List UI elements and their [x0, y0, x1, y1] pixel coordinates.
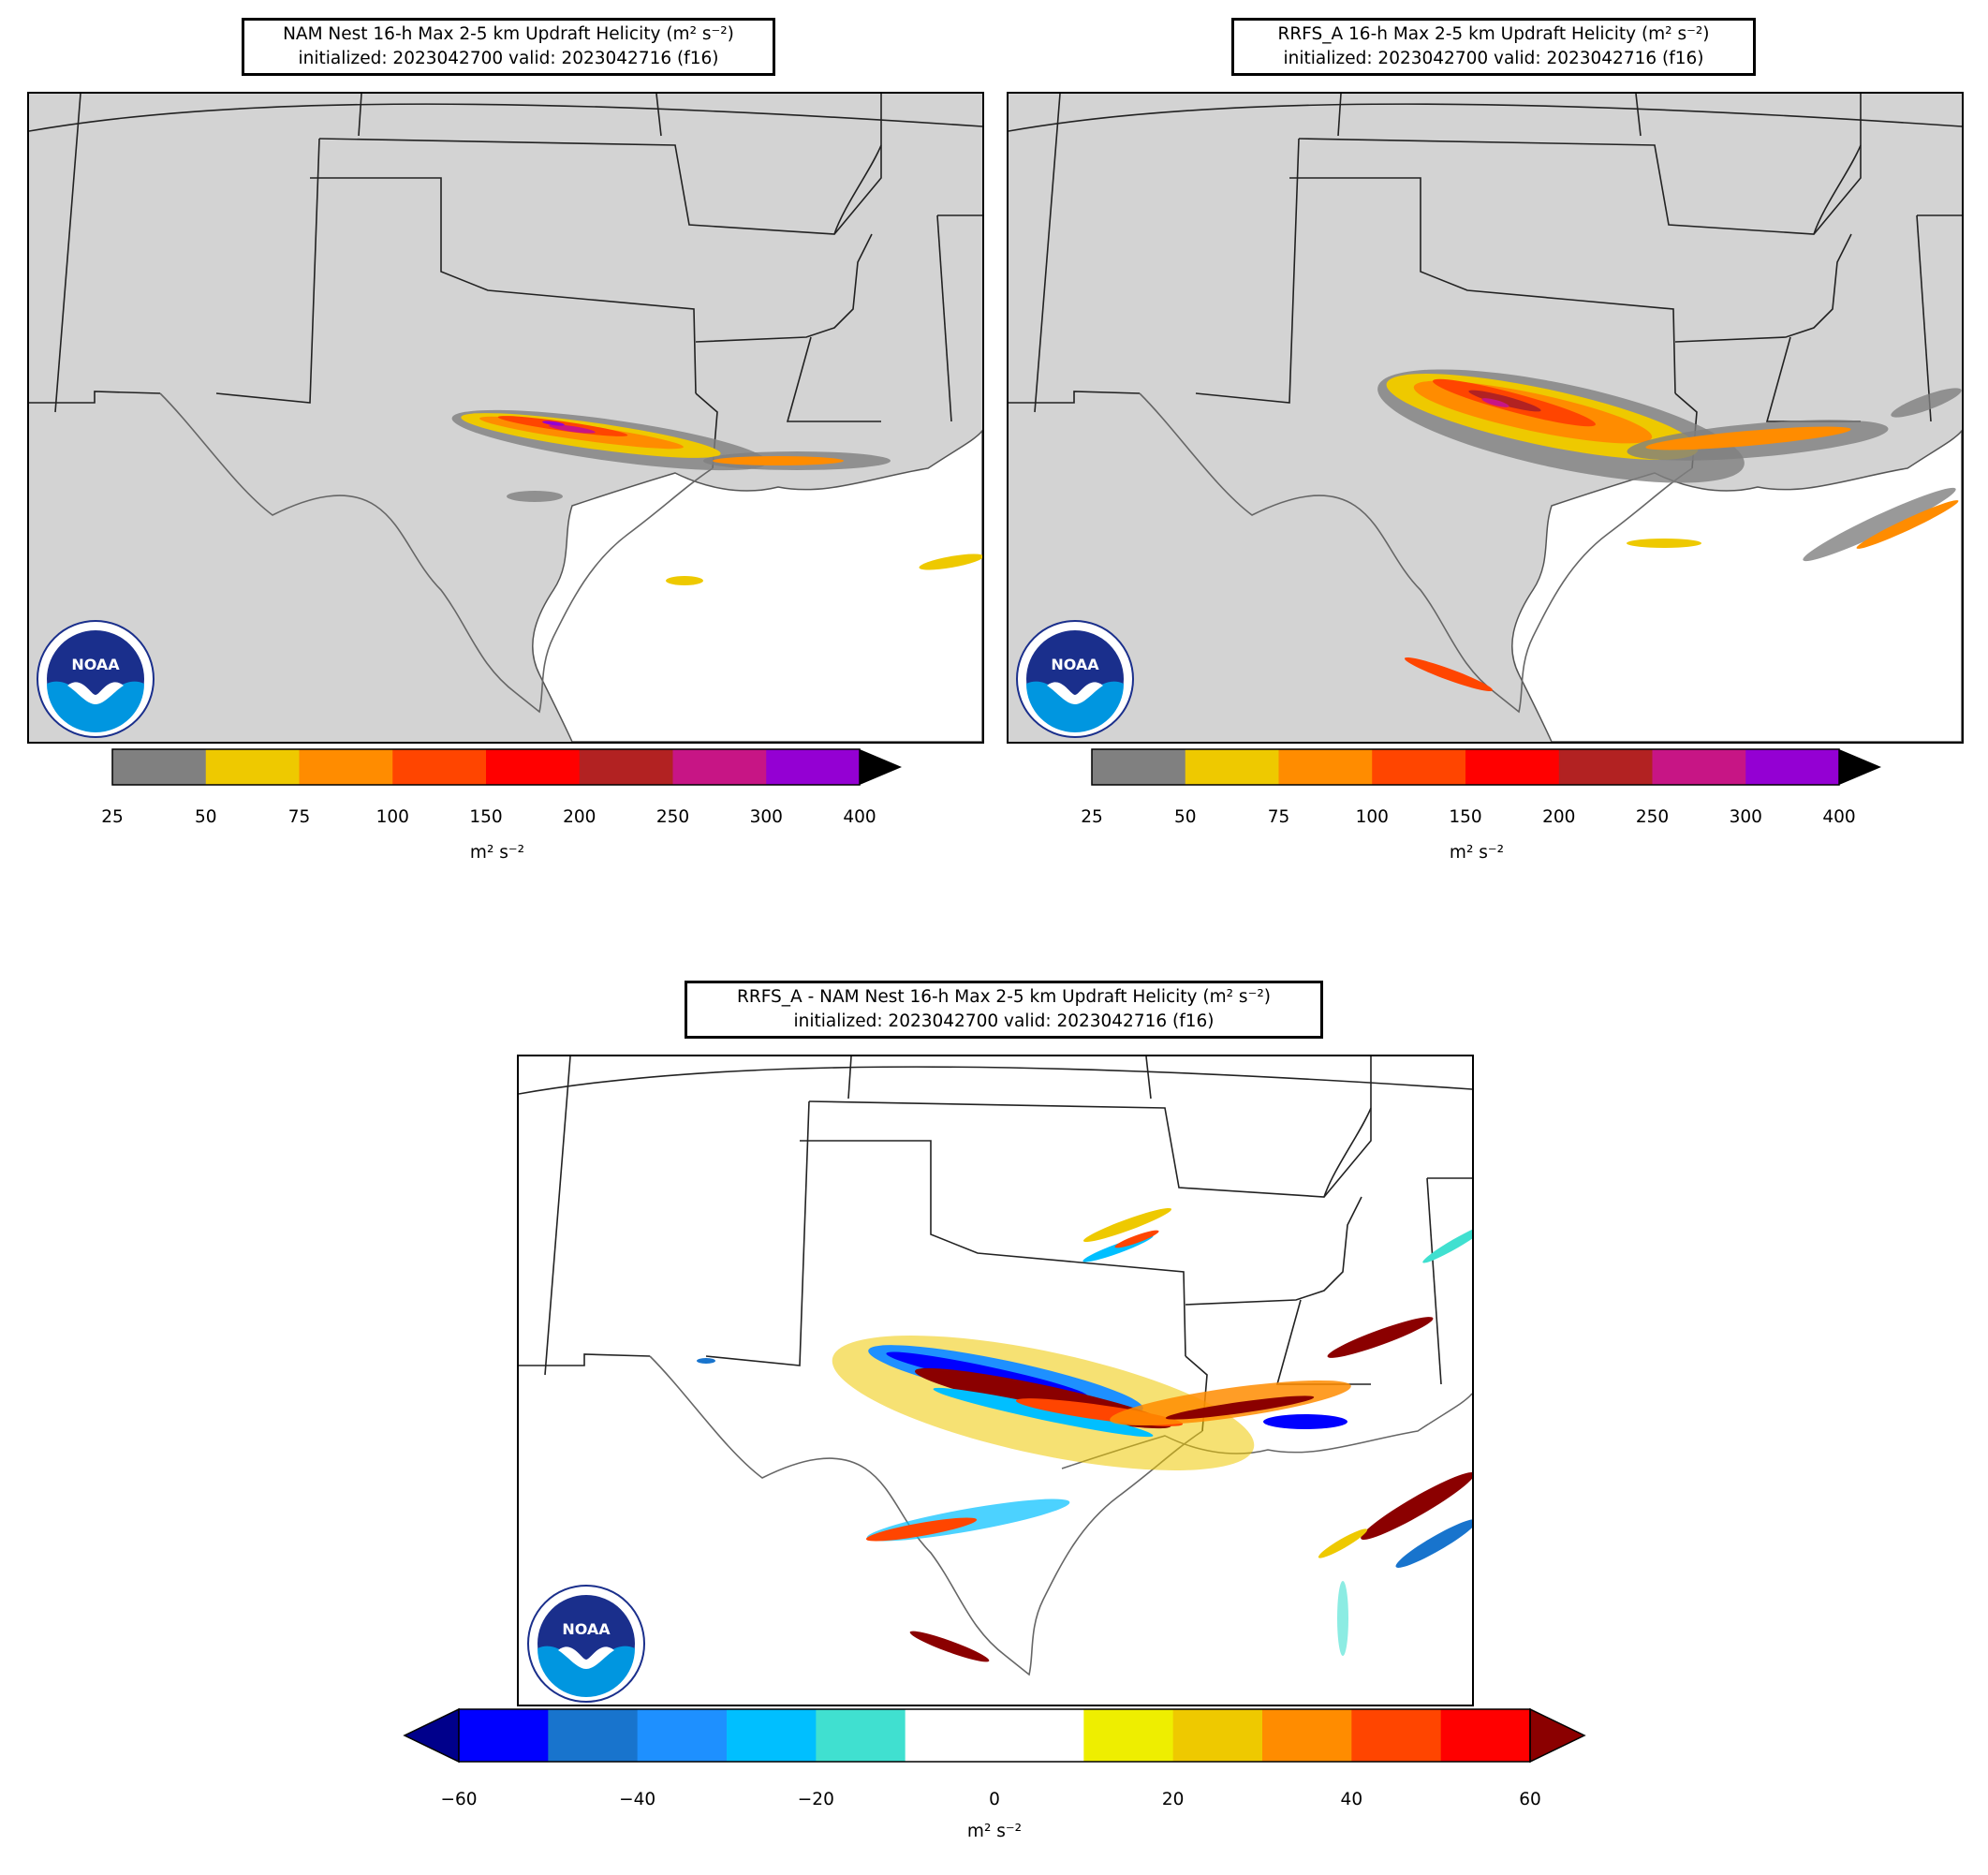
rrfs-colorbar-tick-label: 400: [1822, 807, 1856, 827]
gulf-ocean: [532, 429, 982, 742]
texas-outline: [649, 1355, 1203, 1676]
texas-outline: [159, 392, 714, 714]
nam-colorbar-bin: [766, 749, 861, 785]
noaa-logo-text: NOAA: [562, 1620, 611, 1638]
nam-colorbar-tick-label: 250: [655, 807, 690, 827]
nam-colorbar-tick-label: 25: [101, 807, 124, 827]
nam-colorbar-tick-label: 400: [843, 807, 876, 827]
rrfs-colorbar-tick-label: 200: [1542, 807, 1576, 827]
diff-title-line2: initialized: 2023042700 valid: 202304271…: [793, 1011, 1215, 1031]
nam-colorbar-tick-label: 75: [287, 807, 311, 827]
diff-colorbar-bin: [1172, 1709, 1263, 1762]
nam-map: [27, 92, 984, 744]
nam-colorbar-tick-label: 300: [749, 807, 783, 827]
rrfs-colorbar: [1091, 748, 1881, 786]
rrfs-colorbar-bin: [1278, 749, 1373, 785]
diff-colorbar-tick-label: −40: [619, 1790, 656, 1809]
diff-colorbar-bin: [727, 1709, 817, 1762]
nam-colorbar-tick-label: 200: [563, 807, 596, 827]
diff-colorbar-tick-label: 20: [1161, 1790, 1185, 1809]
rrfs-map: [1007, 92, 1964, 744]
texas-outline: [1139, 392, 1693, 714]
noaa-logo: NOAA: [521, 1583, 652, 1705]
diff-colorbar-bin: [816, 1709, 906, 1762]
nam-map-svg: [29, 94, 982, 742]
nam-uh-swaths: [451, 409, 982, 585]
rrfs-colorbar-bin: [1092, 749, 1186, 785]
nam-colorbar-bin: [112, 749, 207, 785]
diff-colorbar-bin: [994, 1709, 1084, 1762]
gulf-ocean: [1511, 429, 1962, 742]
diff-colorbar-bin: [459, 1709, 549, 1762]
noaa-logo-text: NOAA: [1051, 656, 1099, 673]
nam-title-line2: initialized: 2023042700 valid: 202304271…: [298, 49, 719, 68]
nam-colorbar-bin: [299, 749, 393, 785]
state-borders: [519, 1056, 1472, 1432]
noaa-logo-svg: NOAA: [527, 1585, 645, 1703]
nam-colorbar-bin: [392, 749, 487, 785]
diff-colorbar: [403, 1707, 1586, 1764]
diff-map: [517, 1055, 1474, 1706]
diff-title: RRFS_A - NAM Nest 16-h Max 2-5 km Updraf…: [685, 981, 1323, 1039]
diff-colorbar-tick-label: −60: [440, 1790, 478, 1809]
nam-colorbar-bin: [205, 749, 300, 785]
state-borders: [1009, 94, 1962, 469]
nam-colorbar-extend-arrow: [860, 749, 902, 785]
nam-colorbar-bin: [486, 749, 581, 785]
rrfs-colorbar-bin: [1745, 749, 1840, 785]
diff-colorbar-tick-label: 60: [1519, 1790, 1541, 1809]
rrfs-colorbar-extend-arrow: [1839, 749, 1881, 785]
nam-colorbar-tick-label: 50: [194, 807, 217, 827]
diff-colorbar-extend-high-arrow: [1529, 1707, 1586, 1764]
rrfs-title: RRFS_A 16-h Max 2-5 km Updraft Helicity …: [1231, 18, 1756, 76]
noaa-logo: NOAA: [30, 618, 161, 740]
nam-colorbar-unit: m² s⁻²: [469, 843, 525, 863]
diff-colorbar-tick-label: 0: [989, 1790, 1000, 1809]
rrfs-colorbar-tick-label: 300: [1729, 807, 1762, 827]
nam-title-line1: NAM Nest 16-h Max 2-5 km Updraft Helicit…: [283, 24, 734, 44]
rrfs-title-line1: RRFS_A 16-h Max 2-5 km Updraft Helicity …: [1277, 24, 1710, 44]
rrfs-uh-swaths: [1377, 369, 1962, 692]
noaa-logo-svg: NOAA: [1016, 620, 1134, 738]
rrfs-colorbar-tick-label: 25: [1081, 807, 1103, 827]
diff-colorbar-bin: [1083, 1709, 1174, 1762]
diff-colorbar-unit: m² s⁻²: [966, 1822, 1023, 1841]
rrfs-colorbar-bin: [1558, 749, 1653, 785]
nam-colorbar-bin: [672, 749, 767, 785]
rrfs-title-line2: initialized: 2023042700 valid: 202304271…: [1283, 49, 1704, 68]
nam-title: NAM Nest 16-h Max 2-5 km Updraft Helicit…: [242, 18, 775, 76]
nam-colorbar-tick-label: 100: [376, 807, 409, 827]
nam-colorbar: [111, 748, 902, 786]
diff-title-line1: RRFS_A - NAM Nest 16-h Max 2-5 km Updraf…: [737, 987, 1271, 1007]
rrfs-colorbar-tick-label: 100: [1355, 807, 1389, 827]
rrfs-colorbar-tick-label: 250: [1635, 807, 1670, 827]
diff-colorbar-tick-label: 40: [1340, 1790, 1363, 1809]
diff-colorbar-bin: [905, 1709, 995, 1762]
rrfs-colorbar-tick-label: 150: [1449, 807, 1482, 827]
nam-colorbar-bin: [579, 749, 673, 785]
rrfs-colorbar-unit: m² s⁻²: [1449, 843, 1505, 863]
diff-colorbar-extend-low-arrow: [403, 1707, 460, 1764]
diff-colorbar-tick-label: −20: [797, 1790, 834, 1809]
diff-colorbar-bin: [637, 1709, 728, 1762]
nam-colorbar-tick-label: 150: [469, 807, 503, 827]
rrfs-colorbar-tick-label: 50: [1173, 807, 1197, 827]
rrfs-colorbar-tick-label: 75: [1267, 807, 1290, 827]
rrfs-colorbar-bin: [1185, 749, 1279, 785]
noaa-logo: NOAA: [1009, 618, 1141, 740]
diff-colorbar-bin: [1262, 1709, 1352, 1762]
rrfs-colorbar-bin: [1652, 749, 1746, 785]
rrfs-colorbar-bin: [1372, 749, 1466, 785]
diff-colorbar-bin: [1440, 1709, 1531, 1762]
diff-colorbar-bin: [548, 1709, 639, 1762]
rrfs-colorbar-bin: [1465, 749, 1560, 785]
diff-colorbar-bin: [1351, 1709, 1442, 1762]
noaa-logo-text: NOAA: [71, 656, 120, 673]
diff-uh-swaths: [697, 1207, 1472, 1662]
noaa-logo-svg: NOAA: [37, 620, 155, 738]
diff-map-svg: [519, 1056, 1472, 1676]
state-borders: [29, 94, 982, 469]
rrfs-map-svg: [1009, 94, 1962, 742]
